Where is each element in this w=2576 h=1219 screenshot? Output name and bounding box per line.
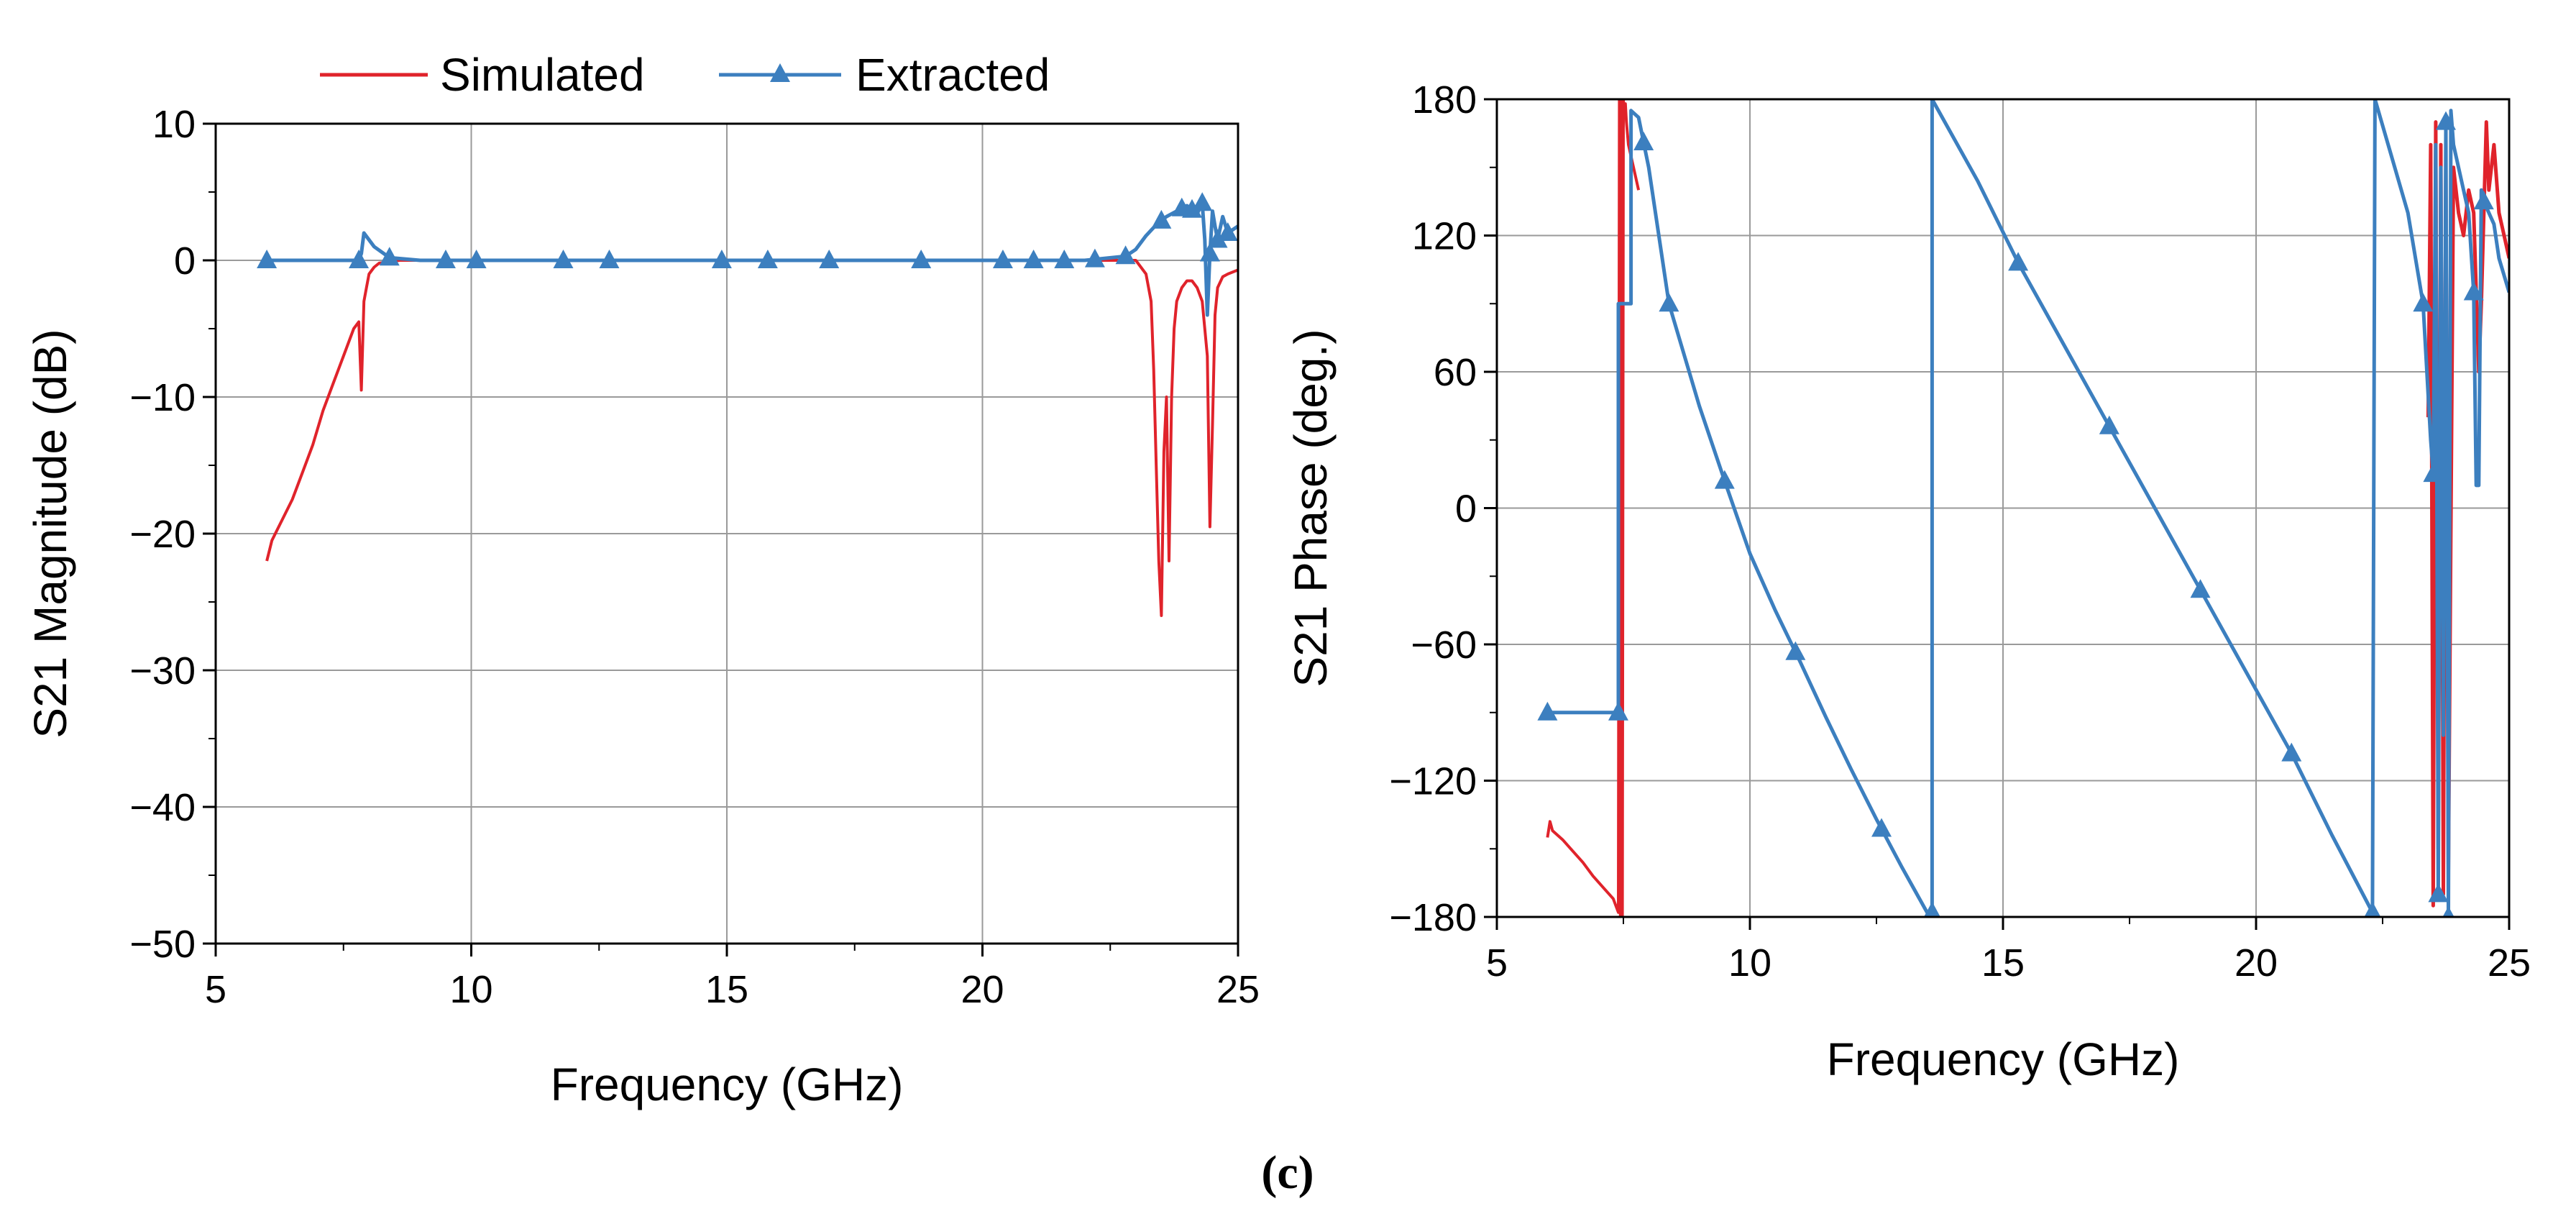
extracted-marker: [2436, 111, 2456, 130]
extracted-marker: [1151, 209, 1172, 229]
magnitude-ticks: 5 10 15 20 25 10 0 −10 −20 −30 −40 −50: [129, 103, 1260, 1011]
extracted-marker: [2281, 742, 2302, 762]
y-tick-label: 180: [1412, 78, 1477, 122]
extracted-marker: [1608, 701, 1628, 721]
y-tick-label: 0: [1455, 488, 1477, 531]
extracted-marker: [1871, 818, 1892, 837]
extracted-marker: [2364, 901, 2381, 917]
x-tick-label: 10: [1728, 941, 1771, 985]
extracted-marker: [1207, 229, 1228, 248]
extracted-marker: [1084, 248, 1105, 268]
extracted-marker: [553, 250, 574, 268]
extracted-marker: [711, 250, 732, 268]
phase-y-axis-title: S21 Phase (deg.): [1285, 329, 1337, 687]
phase-chart: 5 10 15 20 25 180 120 60 0 −60 −120 −180 Frequency …: [1285, 78, 2531, 1085]
x-tick-label: 20: [2234, 941, 2278, 985]
extracted-marker: [599, 250, 620, 268]
extracted-line: [1547, 99, 2509, 917]
extracted-marker: [992, 250, 1013, 268]
y-tick-label: −50: [129, 923, 196, 966]
magnitude-y-axis-title: S21 Magnitude (dB): [24, 329, 76, 738]
simulated-line: [265, 259, 1238, 617]
y-tick-label: −180: [1389, 896, 1477, 939]
extracted-marker: [2428, 883, 2449, 903]
extracted-marker: [2099, 415, 2119, 434]
y-tick-label: −20: [129, 513, 196, 556]
legend-extracted-marker: [770, 63, 790, 82]
x-tick-label: 25: [1216, 968, 1260, 1011]
extracted-marker: [2413, 293, 2434, 312]
magnitude-grid: [215, 123, 1239, 944]
phase-series: [1537, 99, 2509, 917]
extracted-marker: [2442, 906, 2454, 917]
extracted-marker: [2473, 191, 2494, 210]
y-tick-label: 120: [1412, 215, 1477, 258]
magnitude-x-axis-title: Frequency (GHz): [551, 1059, 904, 1110]
extracted-marker: [819, 250, 840, 268]
extracted-marker: [1537, 701, 1558, 721]
extracted-marker: [1192, 192, 1213, 211]
x-tick-label: 25: [2488, 941, 2531, 985]
extracted-marker: [1199, 242, 1220, 262]
y-tick-label: 10: [152, 103, 196, 146]
y-tick-label: −60: [1411, 624, 1477, 667]
y-tick-label: −40: [129, 786, 196, 829]
extracted-marker: [1054, 250, 1075, 268]
extracted-marker: [1714, 470, 1735, 489]
figure-caption: (c): [1261, 1146, 1314, 1199]
extracted-marker: [1633, 132, 1654, 151]
x-tick-label: 10: [449, 968, 492, 1011]
y-tick-label: −120: [1389, 760, 1477, 803]
phase-ticks: 5 10 15 20 25 180 120 60 0 −60 −120 −180: [1389, 78, 2531, 985]
simulated-line: [1546, 99, 1641, 917]
phase-x-axis-title: Frequency (GHz): [1827, 1033, 2180, 1085]
extracted-marker: [379, 247, 400, 266]
extracted-marker: [1182, 198, 1203, 218]
legend-simulated-label: Simulated: [440, 49, 645, 101]
x-tick-label: 20: [961, 968, 1004, 1011]
extracted-marker: [466, 250, 487, 268]
y-tick-label: −30: [129, 649, 196, 693]
y-tick-label: −10: [129, 376, 196, 419]
extracted-marker: [1785, 641, 1806, 660]
extracted-marker: [1115, 245, 1136, 265]
extracted-marker: [1659, 293, 1679, 312]
magnitude-chart: 5 10 15 20 25 10 0 −10 −20 −30 −40 −50 Frequency (G…: [24, 49, 1260, 1110]
y-tick-label: 0: [174, 239, 196, 283]
phase-grid: [1496, 99, 2510, 918]
extracted-marker: [257, 250, 278, 268]
extracted-marker: [2008, 252, 2029, 271]
legend: Simulated Extracted: [320, 49, 1050, 101]
extracted-marker: [2190, 579, 2211, 598]
y-tick-label: 60: [1434, 351, 1477, 394]
extracted-marker: [1923, 901, 1940, 917]
magnitude-series: [257, 192, 1238, 617]
extracted-line: [267, 201, 1238, 317]
x-tick-label: 5: [1486, 941, 1508, 985]
extracted-marker: [757, 250, 778, 268]
extracted-marker: [2423, 463, 2444, 483]
extracted-marker: [2463, 281, 2484, 301]
extracted-marker: [435, 250, 456, 268]
x-tick-label: 5: [205, 968, 226, 1011]
extracted-marker: [1217, 222, 1238, 241]
x-tick-label: 15: [1981, 941, 2025, 985]
extracted-marker: [911, 250, 932, 268]
legend-extracted-label: Extracted: [856, 49, 1050, 101]
x-tick-label: 15: [705, 968, 748, 1011]
extracted-marker: [349, 250, 370, 268]
extracted-marker: [1023, 250, 1044, 268]
